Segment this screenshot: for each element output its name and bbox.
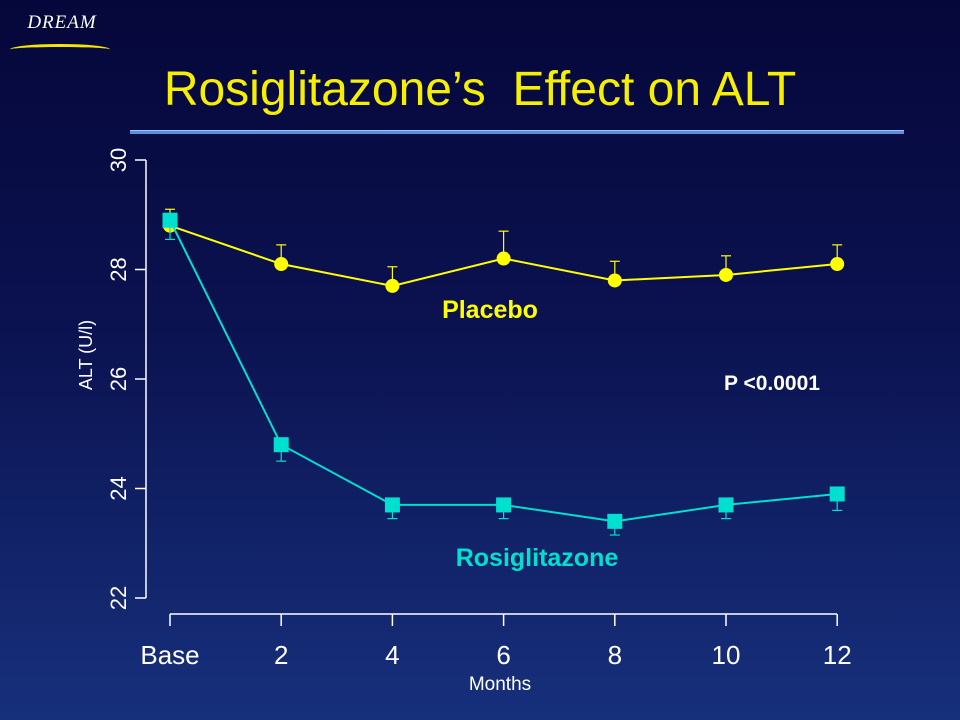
x-tick-label: 8 [608, 640, 622, 670]
x-ticks: Base 2 4 6 8 10 12 [140, 614, 852, 670]
series-layer [162, 208, 845, 536]
y-tick-label: 30 [106, 148, 131, 172]
data-point-placebo [719, 267, 733, 282]
data-point-placebo [496, 251, 511, 266]
data-point-placebo [607, 273, 622, 288]
y-tick-label: 28 [106, 257, 131, 281]
data-point-placebo [385, 278, 400, 293]
slide-title: Rosiglitazone’s Effect on ALT [163, 63, 797, 116]
data-point-placebo [830, 257, 845, 272]
x-tick-label: 12 [823, 640, 852, 670]
y-tick-label: 26 [106, 367, 131, 391]
x-tick-label: 2 [274, 640, 288, 670]
x-tick-label: 10 [712, 640, 741, 670]
title-underline [130, 130, 904, 134]
series-label-rosiglitazone: Rosiglitazone [456, 544, 619, 572]
brand-logo-text: DREAM [27, 12, 97, 33]
series-label-placebo: Placebo [442, 296, 538, 324]
y-tick-label: 24 [106, 476, 131, 500]
brand-swoosh [10, 44, 110, 55]
y-tick-label: 22 [106, 586, 131, 610]
x-tick-label: Base [140, 640, 199, 670]
data-point-rosiglitazone [607, 513, 623, 529]
data-point-rosiglitazone [496, 497, 512, 513]
p-value-annotation: P <0.0001 [724, 372, 820, 395]
data-point-rosiglitazone [273, 437, 289, 453]
y-ticks: 22 24 26 28 30 [106, 148, 146, 610]
y-axis-label: ALT (U/l) [76, 320, 96, 390]
data-point-rosiglitazone [384, 497, 400, 513]
x-tick-label: 6 [496, 640, 510, 670]
x-tick-label: 4 [385, 640, 399, 670]
series-rosiglitazone [162, 212, 845, 536]
x-axis-label: Months [469, 674, 531, 695]
series-placebo [163, 208, 845, 293]
data-point-rosiglitazone [162, 212, 178, 228]
data-point-rosiglitazone [718, 497, 734, 513]
data-point-placebo [274, 257, 289, 272]
data-point-rosiglitazone [829, 486, 845, 502]
